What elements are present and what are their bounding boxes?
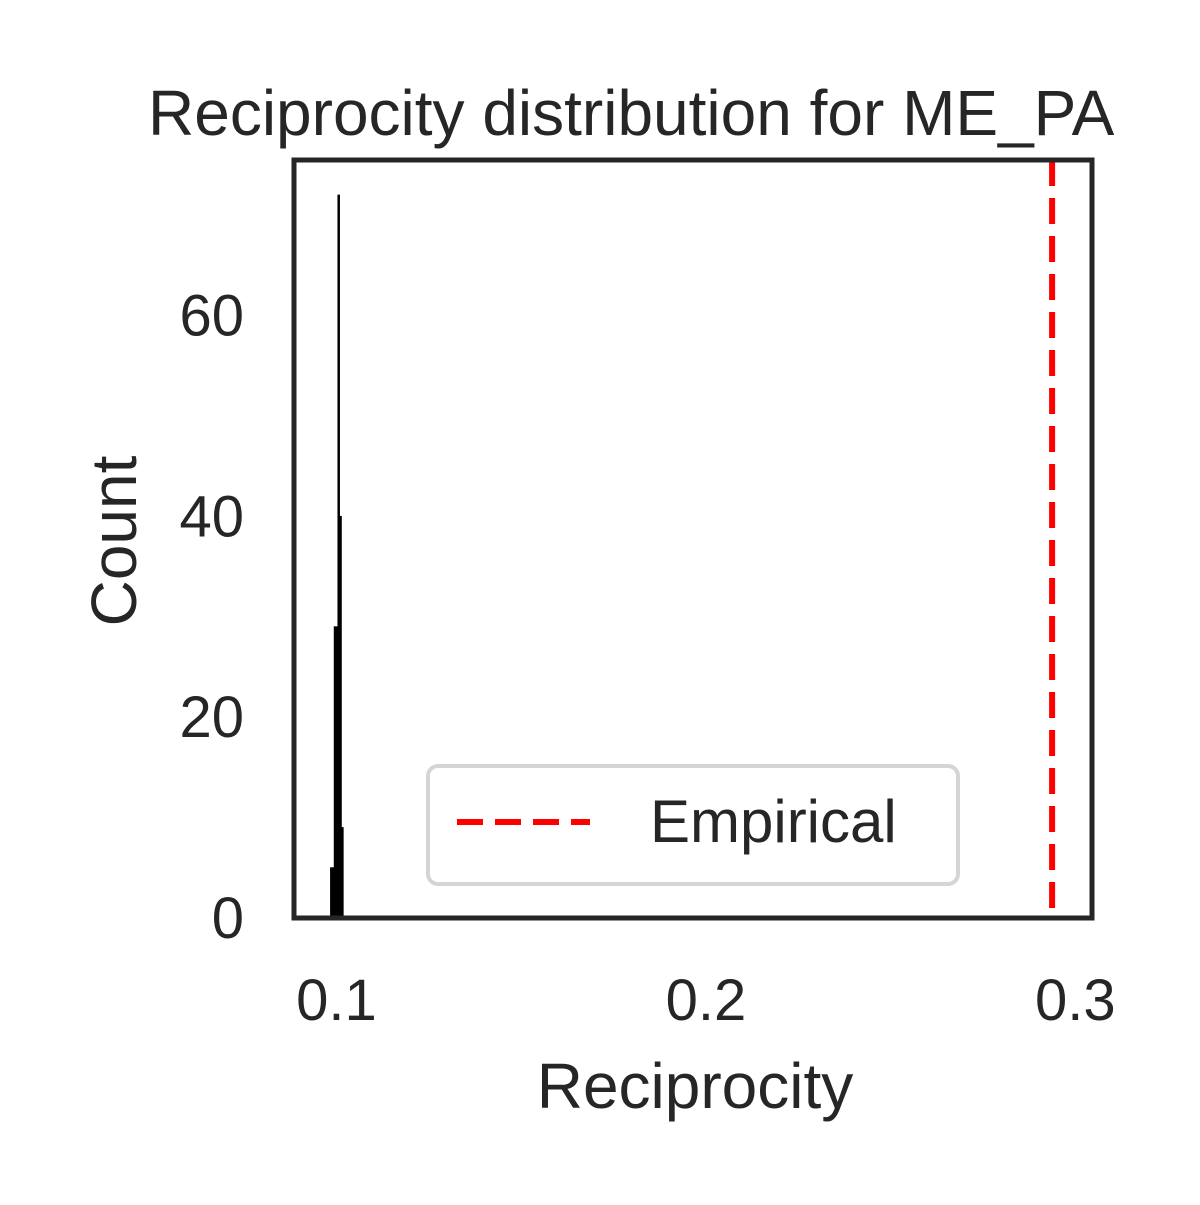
y-axis-label: Count xyxy=(78,455,150,626)
legend-box xyxy=(426,764,960,886)
x-tick-label-2: 0.2 xyxy=(666,968,747,1033)
y-tick-label-1: 0 xyxy=(212,886,244,951)
x-axis-label: Reciprocity xyxy=(537,1050,854,1122)
x-tick-label-1: 0.1 xyxy=(296,968,377,1033)
y-tick-label-2: 20 xyxy=(179,685,244,750)
histogram-bar-5 xyxy=(340,827,344,919)
x-tick-label-3: 0.3 xyxy=(1035,968,1116,1033)
y-tick-label-4: 60 xyxy=(179,284,244,349)
plot-frame xyxy=(291,157,1095,921)
y-tick-label-3: 40 xyxy=(179,484,244,549)
histogram-bar-2 xyxy=(333,626,339,919)
histogram-bar-1 xyxy=(330,867,335,919)
legend-empirical-label: Empirical xyxy=(650,788,897,855)
legend: Empirical xyxy=(426,764,960,886)
chart-title: Reciprocity distribution for ME_PA xyxy=(148,77,1115,149)
